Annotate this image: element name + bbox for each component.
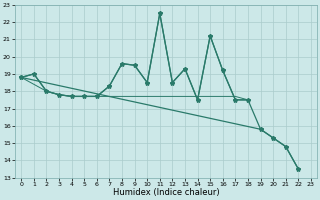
X-axis label: Humidex (Indice chaleur): Humidex (Indice chaleur) bbox=[113, 188, 220, 197]
